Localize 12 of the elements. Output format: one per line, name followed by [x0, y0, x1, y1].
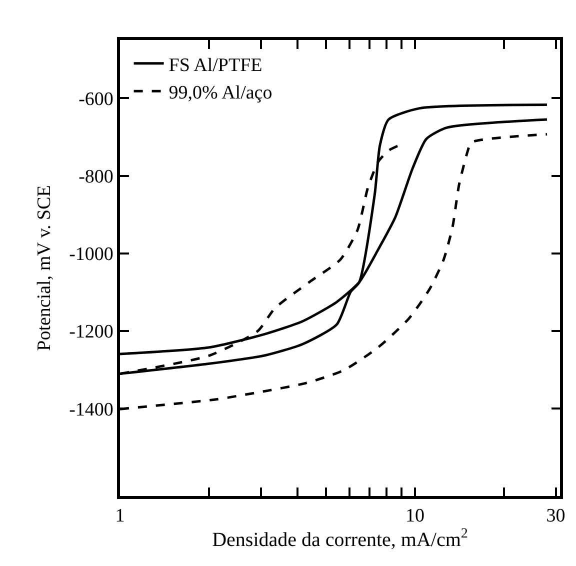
- legend-label: 99,0% Al/aço: [168, 82, 272, 104]
- x-tick-label: 1: [115, 506, 125, 527]
- x-tick-label: 30: [546, 506, 566, 527]
- y-tick-label: -1400: [69, 399, 114, 420]
- y-tick-label: -800: [78, 166, 114, 188]
- legend-label: FS Al/PTFE: [168, 54, 262, 76]
- y-tick-label: -1000: [69, 244, 114, 266]
- x-tick-label: 10: [406, 506, 425, 527]
- x-axis-title: Densidade da corrente, mA/cm$^{2}$: [212, 526, 468, 551]
- y-tick-label: -1200: [69, 322, 114, 343]
- y-tick-label: -600: [78, 88, 114, 110]
- y-axis-title: Potencial, mV v. SCE: [34, 185, 55, 351]
